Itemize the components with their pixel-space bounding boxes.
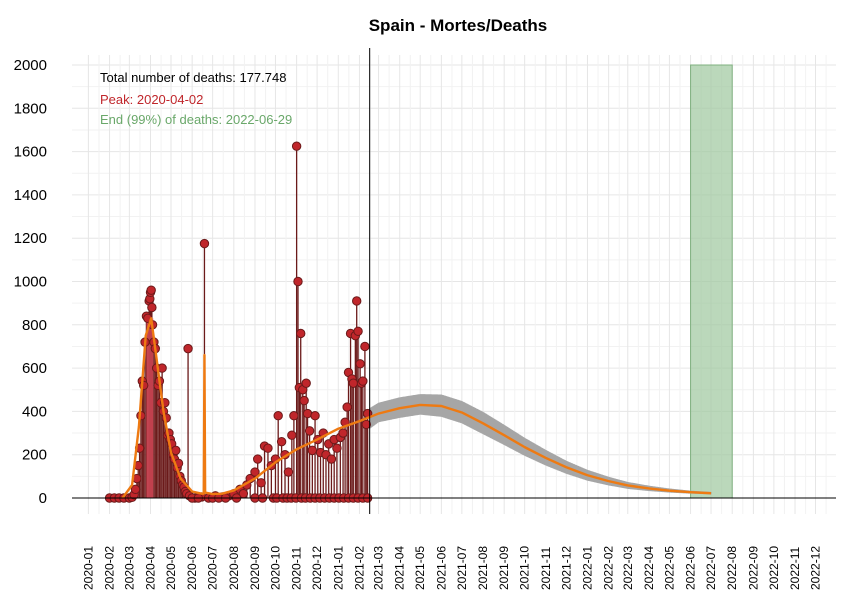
data-point [130, 484, 141, 495]
x-tick-label: 2020-04 [144, 546, 158, 590]
data-point [332, 443, 342, 453]
x-tick-label: 2020-07 [206, 546, 220, 590]
x-tick-label: 2022-04 [642, 546, 656, 590]
x-tick-label: 2022-07 [704, 546, 718, 590]
data-point [146, 285, 156, 295]
x-tick-label: 2022-09 [746, 546, 760, 590]
y-tick-label: 2000 [14, 57, 47, 74]
x-tick-label: 2020-09 [248, 546, 262, 590]
data-point [352, 296, 362, 306]
x-tick-label: 2022-02 [602, 546, 616, 590]
x-tick-label: 2022-03 [621, 546, 635, 590]
data-point [199, 238, 210, 249]
x-tick-label: 2022-10 [767, 546, 781, 590]
end-region-layer [690, 64, 733, 499]
x-tick-label: 2020-02 [103, 546, 117, 590]
x-tick-label: 2021-05 [413, 546, 427, 590]
x-tick-label: 2022-11 [788, 547, 802, 590]
x-tick-label: 2020-10 [268, 546, 282, 590]
chart-title: Spain - Mortes/Deaths [369, 16, 548, 35]
x-tick-label: 2022-08 [725, 546, 739, 590]
peak-bar [146, 318, 154, 498]
data-point [307, 445, 318, 456]
x-tick-label: 2021-11 [539, 547, 553, 590]
data-point [253, 454, 263, 464]
y-tick-label: 1000 [14, 274, 47, 291]
data-point [299, 395, 309, 406]
data-point [263, 443, 273, 453]
axes-layer [72, 48, 836, 514]
data-point [256, 478, 266, 488]
data-point [310, 411, 320, 421]
x-tick-label: 2021-01 [331, 546, 345, 590]
end-region-band [690, 64, 733, 499]
data-point [360, 341, 370, 352]
data-point [276, 437, 287, 447]
x-tick-label: 2022-06 [684, 546, 698, 590]
y-tick-label: 0 [39, 490, 47, 507]
annotation-total: Total number of deaths: 177.748 [100, 70, 286, 85]
x-tick-label: 2022-01 [580, 546, 594, 590]
x-tick-label: 2021-06 [434, 546, 448, 590]
y-tick-label: 1400 [14, 187, 47, 204]
data-point [293, 276, 303, 287]
x-tick-label: 2020-06 [185, 546, 199, 590]
data-point [283, 467, 294, 477]
x-tick-label: 2021-12 [559, 546, 573, 590]
x-tick-label: 2020-05 [164, 546, 178, 590]
y-tick-label: 1200 [14, 230, 47, 247]
data-point [183, 343, 193, 354]
x-tick-label: 2022-05 [662, 546, 676, 590]
x-tick-label: 2021-03 [372, 546, 386, 590]
data-point [355, 359, 365, 369]
x-tick-label: 2021-07 [455, 546, 469, 590]
data-point [287, 430, 297, 440]
data-point [291, 141, 302, 151]
data-point [338, 428, 348, 438]
y-tick-label: 600 [22, 360, 47, 377]
ticks-layer: 0 200 400 600 800 1000 1200 1400 1600 1800 2000 202… [14, 57, 823, 590]
x-tick-label: 2020-12 [310, 546, 324, 590]
data-point [301, 378, 311, 388]
data-point [353, 326, 363, 336]
data-point [361, 419, 371, 430]
y-tick-label: 1800 [14, 100, 47, 117]
x-tick-label: 2021-10 [518, 546, 532, 590]
x-tick-label: 2020-08 [227, 546, 241, 590]
y-tick-label: 200 [22, 447, 47, 464]
x-tick-label: 2020-01 [81, 546, 95, 590]
x-tick-label: 2020-03 [122, 546, 136, 590]
data-point [326, 454, 337, 464]
y-tick-label: 1600 [14, 144, 47, 161]
fit-line [121, 317, 712, 499]
x-tick-label: 2021-08 [476, 546, 490, 590]
data-point [348, 378, 358, 388]
data-point [296, 328, 306, 339]
x-tick-label: 2022-12 [809, 546, 823, 590]
x-tick-label: 2021-09 [497, 546, 511, 590]
peak-bar-layer [146, 318, 154, 498]
x-tick-label: 2021-02 [352, 546, 366, 590]
annotation-peak: Peak: 2020-04-02 [100, 92, 203, 107]
data-point [358, 376, 368, 386]
fit-layer [121, 317, 712, 499]
data-point [342, 402, 352, 412]
data-point [250, 467, 260, 477]
x-tick-label: 2021-04 [393, 546, 407, 590]
y-tick-label: 400 [22, 403, 47, 420]
annotation-end: End (99%) of deaths: 2022-06-29 [100, 112, 292, 127]
x-tick-label: 2020-11 [290, 547, 304, 590]
data-point [273, 411, 283, 421]
data-point [289, 411, 299, 421]
data-point [171, 445, 181, 456]
y-tick-label: 800 [22, 317, 47, 334]
data-point [304, 426, 315, 436]
data-point [147, 302, 157, 313]
